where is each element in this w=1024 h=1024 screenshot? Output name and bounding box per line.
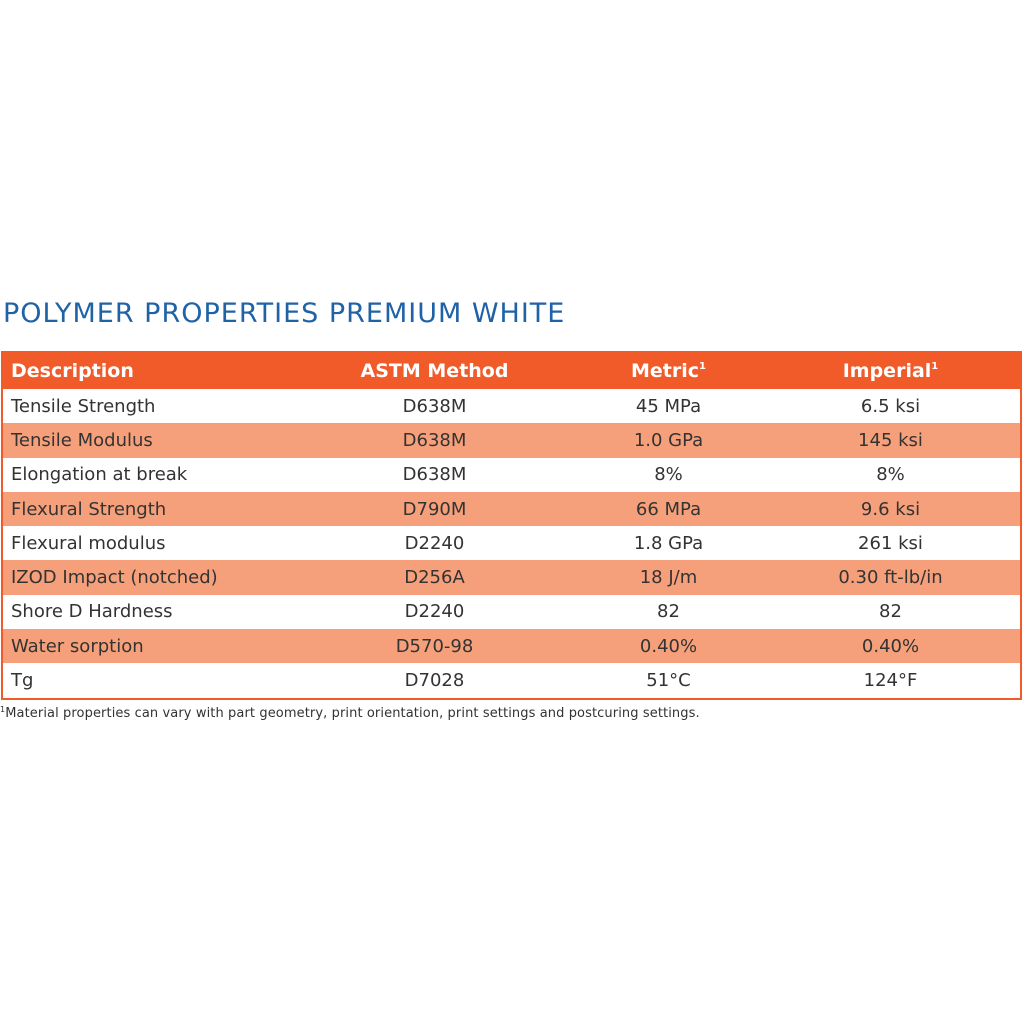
header-astm-method: ASTM Method	[360, 360, 509, 382]
cell-astm-method: D2240	[404, 532, 465, 554]
table-row: Tensile Strength D638M 45 MPa 6.5 ksi	[3, 389, 1020, 424]
cell-metric: 18 J/m	[639, 567, 698, 589]
cell-imperial: 9.6 ksi	[860, 498, 921, 520]
table-row: IZOD Impact (notched) D256A 18 J/m 0.30 …	[3, 560, 1020, 595]
cell-description: Elongation at break	[11, 464, 188, 486]
cell-astm-method: D790M	[402, 498, 467, 520]
cell-imperial: 82	[879, 601, 902, 623]
properties-table: Description ASTM Method Metric1 Imperial…	[3, 353, 1020, 698]
cell-metric: 51°C	[646, 670, 691, 692]
table-row: Tensile Modulus D638M 1.0 GPa 145 ksi	[3, 423, 1020, 458]
cell-description: Tensile Modulus	[11, 429, 153, 451]
footnote-marker: 1	[0, 705, 6, 714]
table-row: Water sorption D570-98 0.40% 0.40%	[3, 629, 1020, 664]
cell-astm-method: D638M	[402, 429, 467, 451]
footnote-text: Material properties can vary with part g…	[5, 706, 700, 721]
table-row: Flexural Strength D790M 66 MPa 9.6 ksi	[3, 491, 1020, 527]
cell-astm-method: D638M	[402, 464, 467, 486]
cell-description: Shore D Hardness	[11, 601, 173, 623]
cell-astm-method: D638M	[402, 395, 467, 417]
footnote-marker: 1	[699, 361, 706, 372]
cell-description: Tensile Strength	[11, 395, 156, 417]
cell-metric: 45 MPa	[635, 395, 702, 417]
cell-description: Tg	[11, 670, 34, 692]
cell-description: Water sorption	[11, 635, 144, 657]
cell-metric: 8%	[654, 464, 683, 486]
cell-imperial: 145 ksi	[858, 429, 923, 451]
cell-description: Flexural Strength	[11, 498, 167, 520]
cell-astm-method: D256A	[404, 567, 465, 589]
header-imperial: Imperial1	[842, 360, 939, 382]
cell-metric: 1.8 GPa	[633, 532, 704, 554]
table-row: Shore D Hardness D2240 82 82	[3, 594, 1020, 630]
cell-metric: 82	[657, 601, 680, 623]
cell-metric: 66 MPa	[635, 498, 702, 520]
footnote: 1Material properties can vary with part …	[0, 705, 700, 722]
header-metric: Metric1	[631, 360, 706, 382]
cell-imperial: 8%	[876, 464, 905, 486]
table-row: Flexural modulus D2240 1.8 GPa 261 ksi	[3, 526, 1020, 561]
table-body: Tensile Strength D638M 45 MPa 6.5 ksi Te…	[3, 389, 1020, 698]
footnote-marker: 1	[931, 361, 939, 372]
table-header-row: Description ASTM Method Metric1 Imperial…	[3, 353, 1020, 389]
cell-astm-method: D7028	[404, 670, 465, 692]
cell-astm-method: D570-98	[395, 635, 474, 657]
properties-table-wrapper: Description ASTM Method Metric1 Imperial…	[1, 351, 1022, 700]
table-row: Tg D7028 51°C 124°F	[3, 663, 1020, 698]
cell-metric: 1.0 GPa	[633, 429, 704, 451]
cell-imperial: 0.40%	[861, 635, 920, 657]
table-row: Elongation at break D638M 8% 8%	[3, 457, 1020, 492]
cell-description: Flexural modulus	[11, 532, 166, 554]
cell-imperial: 0.30 ft-lb/in	[838, 567, 943, 589]
page-title: POLYMER PROPERTIES PREMIUM WHITE	[3, 298, 566, 329]
cell-metric: 0.40%	[639, 635, 698, 657]
cell-imperial: 261 ksi	[858, 532, 923, 554]
cell-astm-method: D2240	[404, 601, 465, 623]
cell-imperial: 6.5 ksi	[860, 395, 921, 417]
cell-description: IZOD Impact (notched)	[11, 567, 218, 589]
header-description: Description	[11, 360, 134, 382]
cell-imperial: 124°F	[863, 670, 918, 692]
